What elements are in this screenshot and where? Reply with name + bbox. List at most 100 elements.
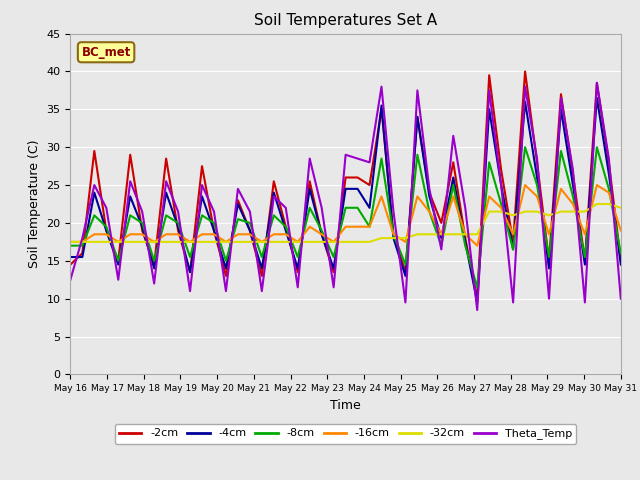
- -32cm: [210, 239, 218, 245]
- -16cm: [461, 231, 469, 237]
- Theta_Temp: [342, 152, 349, 157]
- -32cm: [102, 239, 110, 245]
- Line: -16cm: -16cm: [70, 185, 621, 246]
- -8cm: [533, 182, 541, 188]
- -8cm: [294, 254, 301, 260]
- -32cm: [354, 239, 362, 245]
- -8cm: [569, 193, 577, 199]
- -2cm: [365, 182, 373, 188]
- Line: -2cm: -2cm: [70, 72, 621, 299]
- -16cm: [533, 193, 541, 199]
- -8cm: [497, 201, 505, 207]
- Theta_Temp: [390, 209, 397, 215]
- -32cm: [581, 209, 589, 215]
- -16cm: [485, 193, 493, 199]
- -2cm: [318, 231, 326, 237]
- -8cm: [186, 254, 194, 260]
- -32cm: [461, 231, 469, 237]
- -8cm: [593, 144, 601, 150]
- -8cm: [90, 213, 98, 218]
- -8cm: [461, 243, 469, 249]
- -32cm: [222, 239, 230, 245]
- Theta_Temp: [365, 159, 373, 165]
- -4cm: [174, 224, 182, 229]
- -2cm: [138, 228, 146, 233]
- Theta_Temp: [246, 209, 253, 215]
- -32cm: [390, 235, 397, 241]
- Theta_Temp: [533, 156, 541, 161]
- -2cm: [605, 159, 612, 165]
- -2cm: [438, 220, 445, 226]
- -4cm: [401, 273, 409, 279]
- -16cm: [474, 243, 481, 249]
- Theta_Temp: [294, 285, 301, 290]
- -8cm: [282, 224, 290, 229]
- -2cm: [521, 69, 529, 74]
- Theta_Temp: [354, 156, 362, 161]
- -32cm: [318, 239, 326, 245]
- -32cm: [605, 201, 612, 207]
- Theta_Temp: [426, 186, 433, 192]
- Theta_Temp: [569, 167, 577, 173]
- -2cm: [378, 107, 385, 112]
- -16cm: [438, 231, 445, 237]
- -4cm: [79, 254, 86, 260]
- -4cm: [509, 247, 517, 252]
- -8cm: [115, 258, 122, 264]
- -2cm: [126, 152, 134, 157]
- Theta_Temp: [270, 193, 278, 199]
- -32cm: [306, 239, 314, 245]
- -8cm: [401, 262, 409, 267]
- -2cm: [115, 258, 122, 264]
- -4cm: [294, 265, 301, 271]
- -16cm: [545, 231, 553, 237]
- -8cm: [318, 228, 326, 233]
- -8cm: [234, 216, 242, 222]
- Theta_Temp: [102, 205, 110, 211]
- -16cm: [401, 239, 409, 245]
- -2cm: [497, 167, 505, 173]
- -4cm: [581, 262, 589, 267]
- -8cm: [102, 224, 110, 229]
- -16cm: [581, 231, 589, 237]
- Theta_Temp: [186, 288, 194, 294]
- -8cm: [79, 243, 86, 249]
- -16cm: [593, 182, 601, 188]
- -2cm: [390, 231, 397, 237]
- -16cm: [126, 231, 134, 237]
- -2cm: [461, 235, 469, 241]
- Theta_Temp: [234, 186, 242, 192]
- -8cm: [222, 258, 230, 264]
- -16cm: [67, 239, 74, 245]
- Theta_Temp: [150, 281, 158, 287]
- -16cm: [90, 231, 98, 237]
- -32cm: [282, 239, 290, 245]
- Theta_Temp: [378, 84, 385, 89]
- -4cm: [438, 235, 445, 241]
- -32cm: [474, 231, 481, 237]
- -4cm: [270, 190, 278, 195]
- -32cm: [294, 239, 301, 245]
- -4cm: [198, 193, 206, 199]
- Theta_Temp: [306, 156, 314, 161]
- -16cm: [413, 193, 421, 199]
- -16cm: [198, 231, 206, 237]
- -2cm: [306, 179, 314, 184]
- -2cm: [569, 171, 577, 177]
- -4cm: [234, 201, 242, 207]
- -16cm: [282, 231, 290, 237]
- -2cm: [449, 159, 457, 165]
- -4cm: [138, 224, 146, 229]
- -4cm: [569, 182, 577, 188]
- -32cm: [270, 239, 278, 245]
- -8cm: [617, 251, 625, 256]
- -2cm: [533, 159, 541, 165]
- -32cm: [174, 239, 182, 245]
- -8cm: [365, 224, 373, 229]
- Theta_Temp: [138, 209, 146, 215]
- Theta_Temp: [90, 182, 98, 188]
- -16cm: [605, 190, 612, 195]
- Theta_Temp: [485, 87, 493, 93]
- Theta_Temp: [115, 277, 122, 283]
- -32cm: [521, 209, 529, 215]
